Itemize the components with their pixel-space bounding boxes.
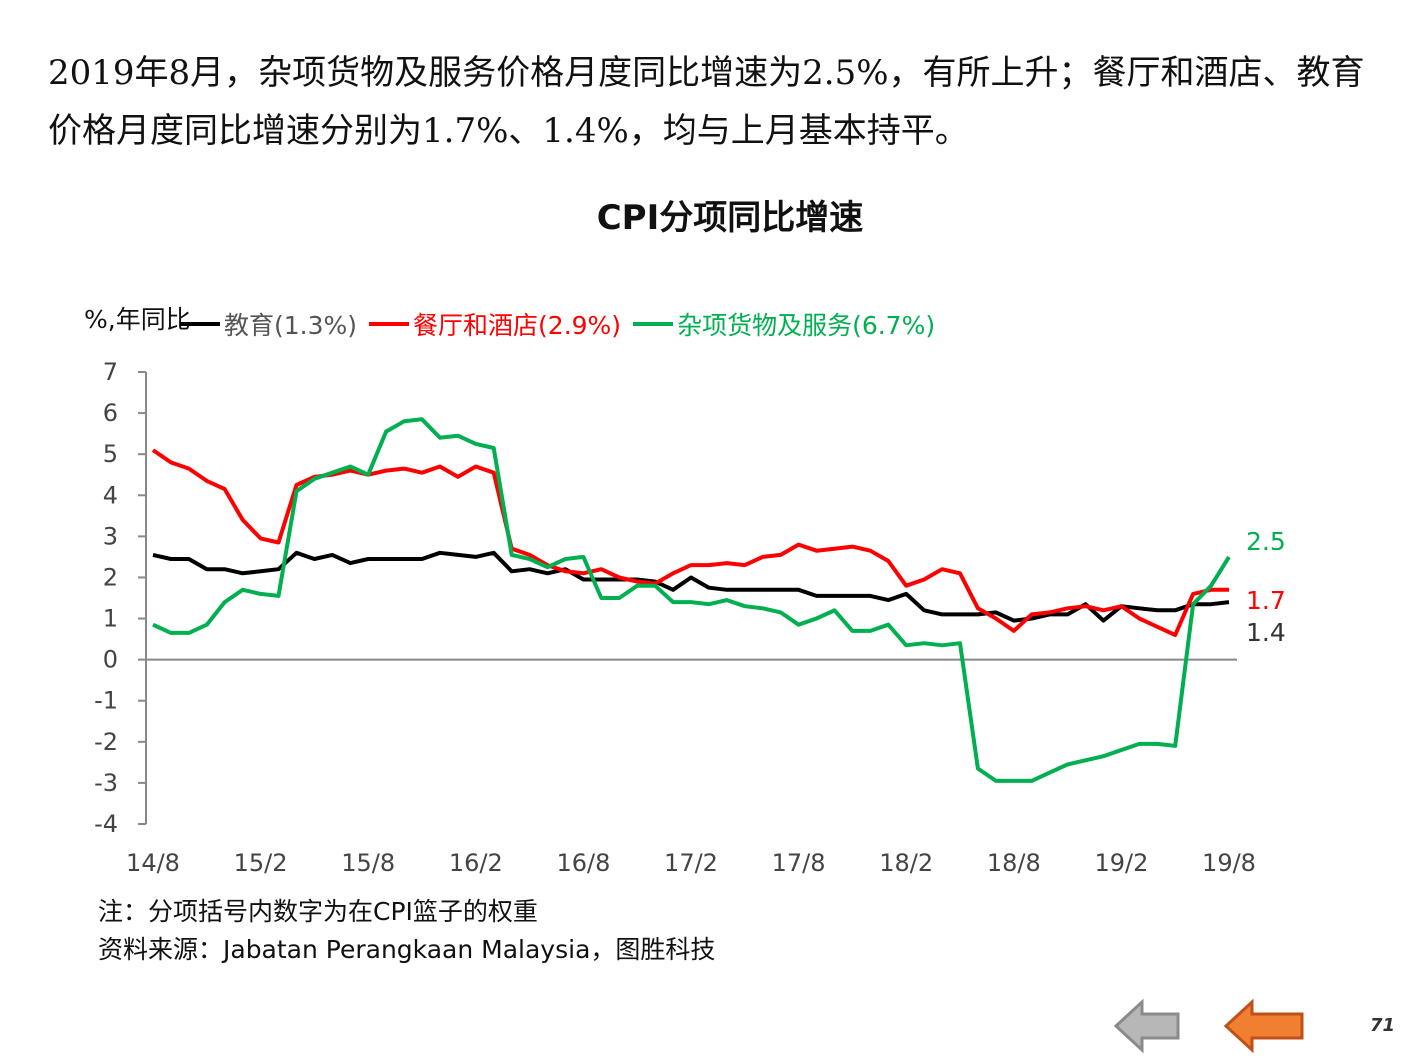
- page-number: 71: [1370, 1015, 1396, 1036]
- y-tick-label: 6: [103, 399, 118, 427]
- x-tick-label: 14/8: [126, 849, 180, 877]
- y-tick-label: 1: [103, 605, 118, 633]
- chart-source: 资料来源：Jabatan Perangkaan Malaysia，图胜科技: [98, 935, 716, 964]
- x-tick-label: 16/2: [449, 849, 503, 877]
- x-tick-label: 15/2: [234, 849, 288, 877]
- previous-page-button[interactable]: [1112, 998, 1184, 1054]
- legend-label: 教育(1.3%): [224, 311, 358, 340]
- end-data-label-2: 2.5: [1246, 527, 1286, 556]
- y-tick-label: 7: [103, 358, 118, 386]
- legend-item-misc-goods-services: 杂项货物及服务(6.7%): [633, 306, 935, 342]
- y-tick-label: 4: [103, 481, 118, 509]
- legend-item-education: 教育(1.3%): [180, 306, 357, 342]
- x-tick-label: 18/2: [879, 849, 933, 877]
- x-tick-label: 18/8: [987, 849, 1041, 877]
- x-tick-label: 16/8: [556, 849, 610, 877]
- left-arrow-gray-icon: [1113, 998, 1180, 1054]
- end-data-label-1: 1.7: [1246, 586, 1286, 615]
- legend-label: 杂项货物及服务(6.7%): [677, 311, 936, 340]
- series-line-0: [152, 550, 1230, 623]
- x-tick-label: 17/8: [772, 849, 826, 877]
- y-tick-label: -2: [94, 728, 118, 756]
- y-axis-unit-label: %,年同比: [84, 305, 191, 334]
- y-tick-label: -4: [94, 810, 118, 838]
- intro-text: 2019年8月，杂项货物及服务价格月度同比增速为2.5%，有所上升；餐厅和酒店、…: [48, 53, 1365, 151]
- chart-legend: 教育(1.3%) 餐厅和酒店(2.9%) 杂项货物及服务(6.7%): [180, 306, 947, 342]
- x-tick-label: 17/2: [664, 849, 718, 877]
- x-tick-label: 19/2: [1094, 849, 1148, 877]
- chart-title: CPI分项同比增速: [596, 198, 864, 238]
- end-data-label-0: 1.4: [1246, 618, 1286, 647]
- left-arrow-orange-icon: [1223, 998, 1304, 1054]
- back-button[interactable]: [1222, 998, 1306, 1054]
- y-tick-label: 2: [103, 563, 118, 591]
- y-tick-label: -3: [94, 769, 118, 797]
- legend-item-restaurants-hotels: 餐厅和酒店(2.9%): [369, 306, 621, 342]
- y-tick-label: 5: [103, 440, 118, 468]
- series-line-2: [152, 417, 1231, 783]
- x-tick-label: 19/8: [1202, 849, 1256, 877]
- legend-swatch: [369, 322, 410, 326]
- legend-swatch: [633, 322, 674, 326]
- y-tick-label: 3: [103, 522, 118, 550]
- legend-swatch: [180, 322, 220, 326]
- y-tick-label: -1: [94, 687, 118, 715]
- chart-note: 注：分项括号内数字为在CPI篮子的权重: [98, 897, 538, 926]
- legend-label: 餐厅和酒店(2.9%): [413, 311, 622, 340]
- x-tick-label: 15/8: [341, 849, 395, 877]
- y-tick-label: 0: [103, 646, 118, 674]
